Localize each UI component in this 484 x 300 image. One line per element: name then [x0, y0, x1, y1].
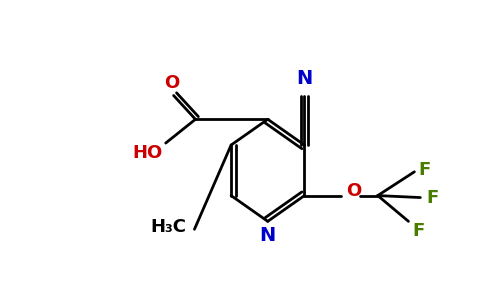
Text: F: F	[426, 189, 439, 207]
Text: F: F	[412, 222, 424, 240]
Text: N: N	[259, 226, 276, 245]
Text: HO: HO	[133, 144, 163, 162]
Text: O: O	[164, 74, 179, 92]
Text: O: O	[347, 182, 362, 200]
Text: H₃C: H₃C	[151, 218, 187, 236]
Text: N: N	[296, 69, 313, 88]
Text: F: F	[418, 161, 430, 179]
